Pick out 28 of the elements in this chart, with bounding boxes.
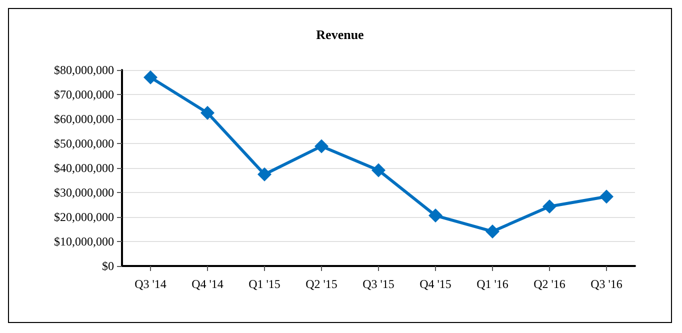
point xyxy=(542,199,556,214)
x-tick-label: Q2 '16 xyxy=(534,277,566,291)
point xyxy=(144,70,158,84)
y-tick-label: $50,000,000 xyxy=(54,136,114,150)
y-tick-label: $20,000,000 xyxy=(54,210,114,224)
y-tick-label: $80,000,000 xyxy=(54,63,114,77)
y-tick-label: $0 xyxy=(102,259,114,273)
y-tick-label: $10,000,000 xyxy=(54,234,114,248)
point xyxy=(372,163,386,178)
x-tick-label: Q3 '15 xyxy=(362,277,394,291)
chart-title: Revenue xyxy=(316,27,364,42)
x-tick-label: Q4 '14 xyxy=(192,277,224,291)
x-tick-label: Q2 '15 xyxy=(306,277,338,291)
y-tick-label: $70,000,000 xyxy=(54,88,114,102)
x-tick-label: Q3 '16 xyxy=(590,277,622,291)
point xyxy=(258,167,272,182)
point xyxy=(428,208,442,223)
y-tick-label: $30,000,000 xyxy=(54,186,114,200)
x-tick-label: Q4 '15 xyxy=(420,277,452,291)
x-tick-label: Q1 '16 xyxy=(476,277,508,291)
y-tick-label: $60,000,000 xyxy=(54,112,114,126)
x-tick-label: Q1 '15 xyxy=(248,277,280,291)
point xyxy=(200,106,214,120)
point xyxy=(486,224,500,238)
x-tick-label: Q3 '14 xyxy=(134,277,166,291)
y-tick-label: $40,000,000 xyxy=(54,161,114,175)
point xyxy=(314,139,328,154)
point xyxy=(600,190,614,204)
